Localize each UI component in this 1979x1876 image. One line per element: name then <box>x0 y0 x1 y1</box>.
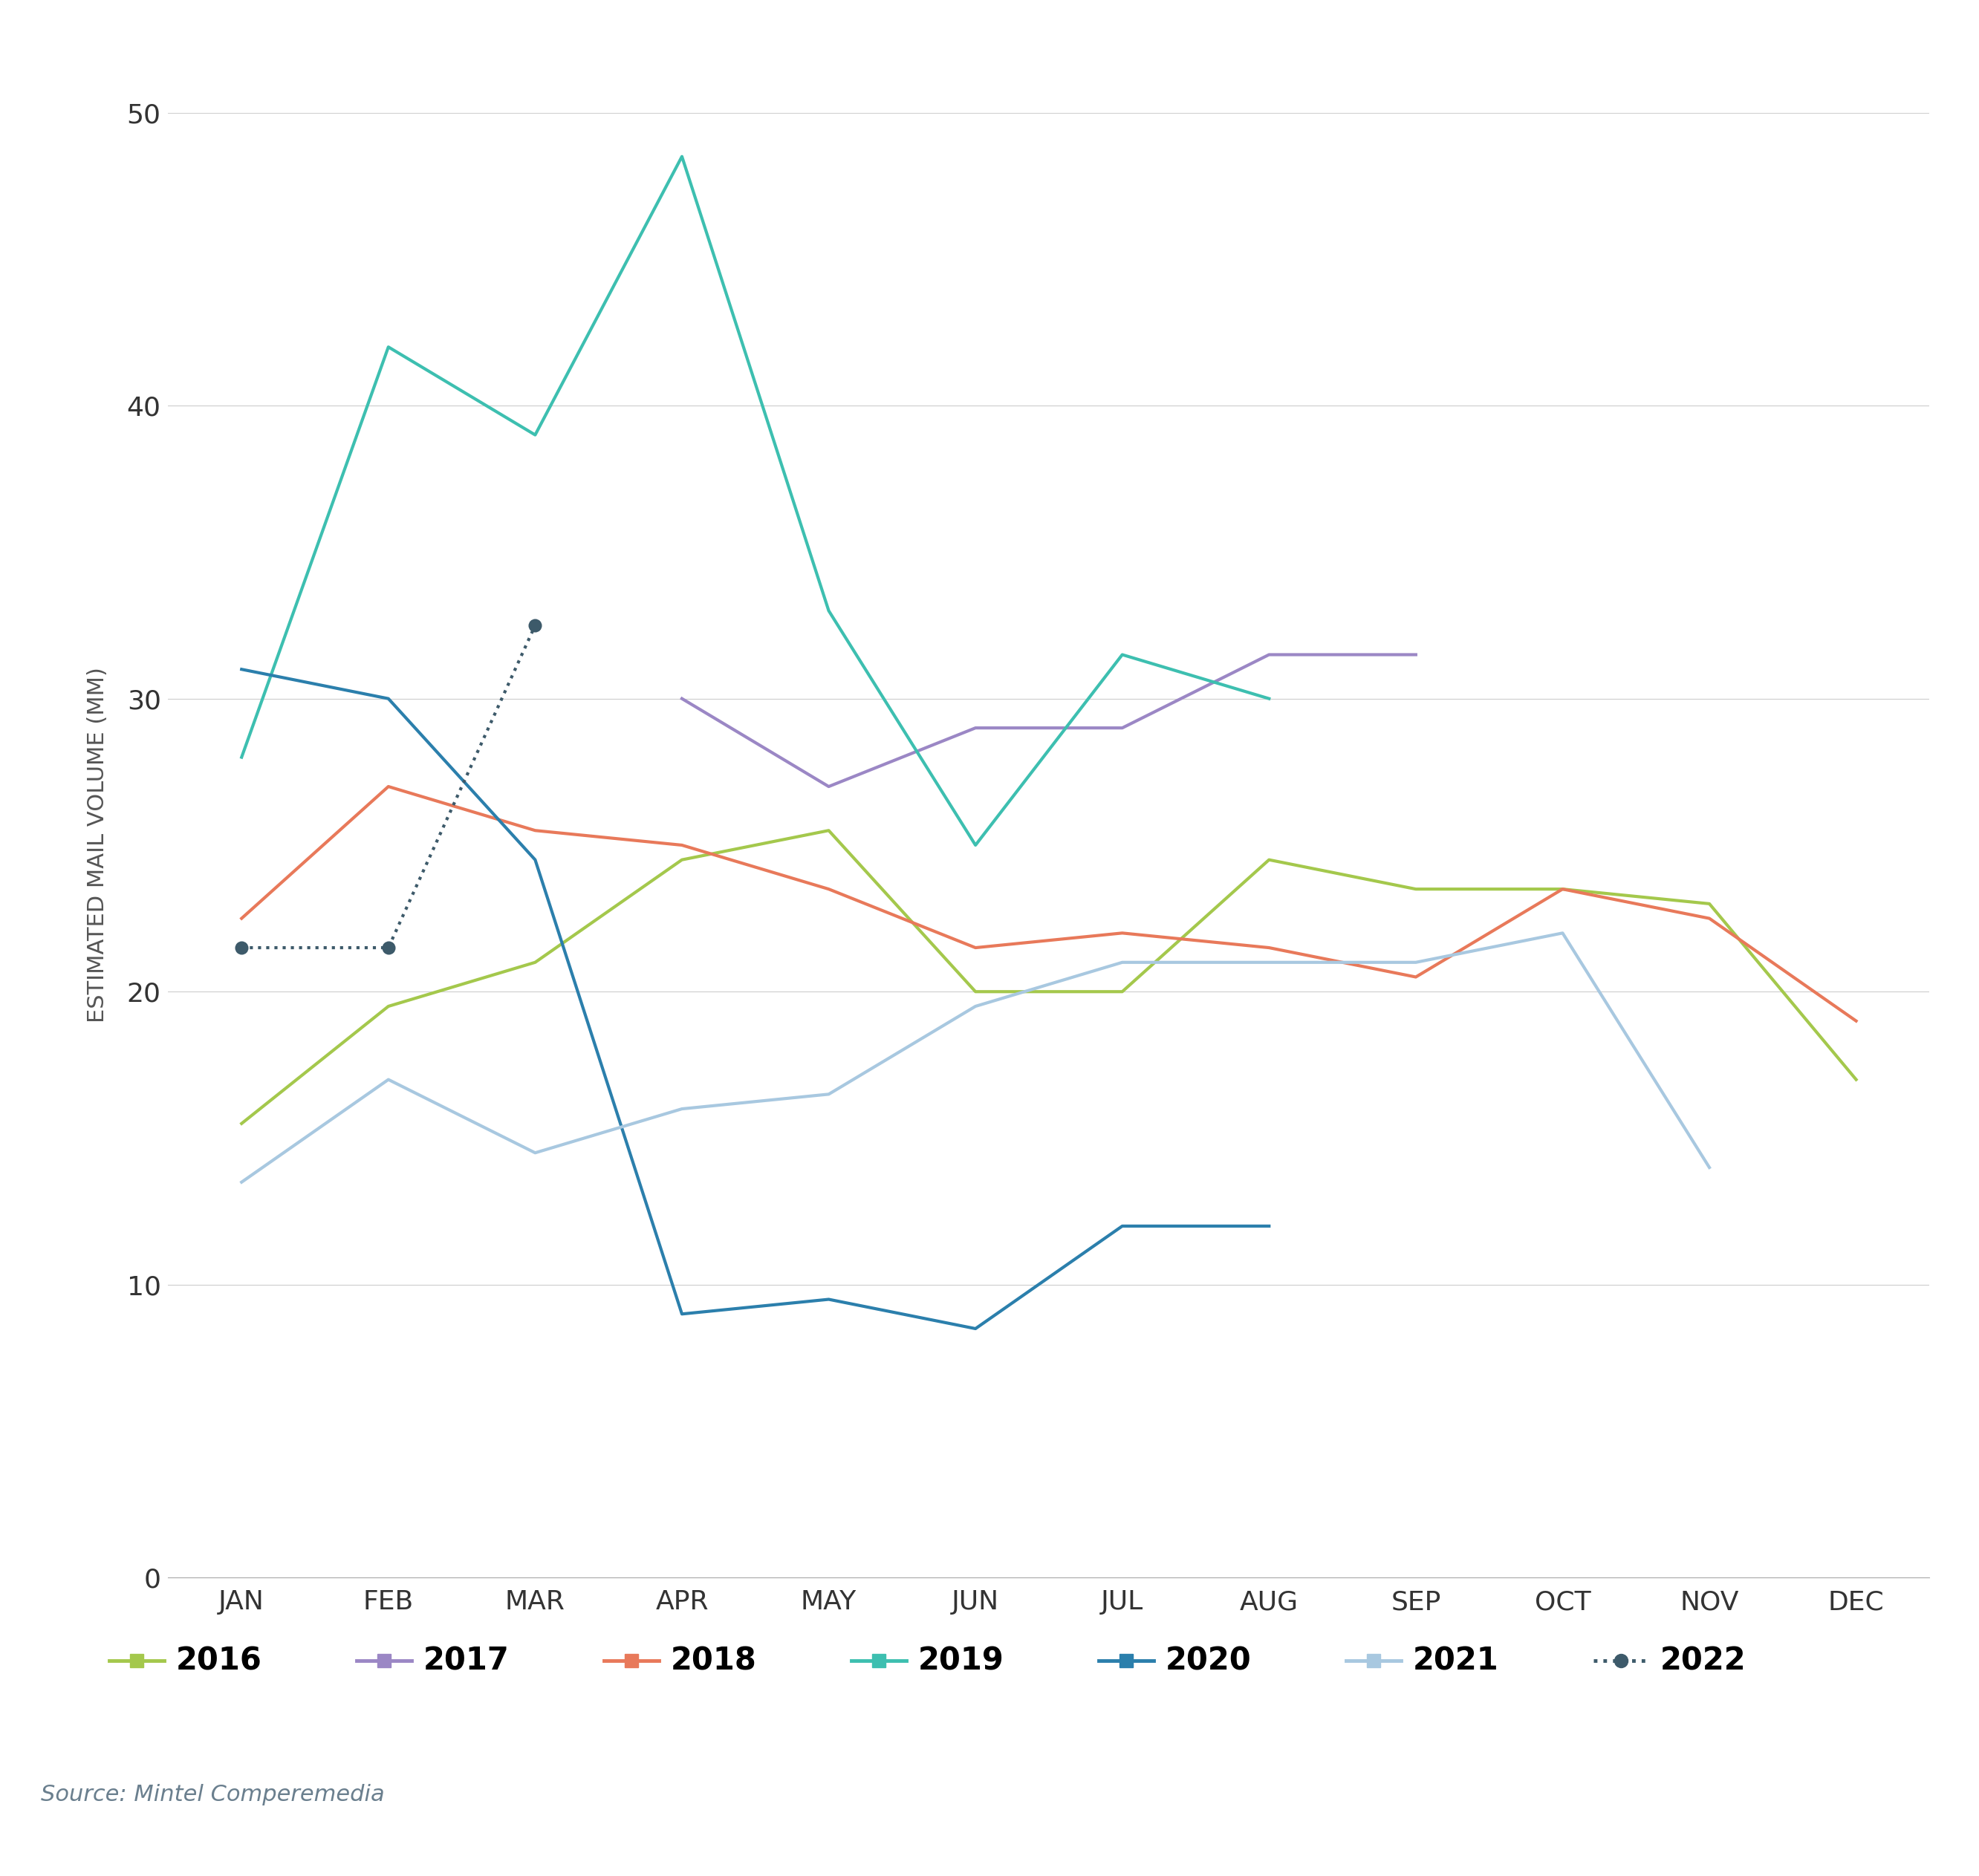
Text: 2022: 2022 <box>1660 1645 1745 1677</box>
Text: 2020: 2020 <box>1166 1645 1251 1677</box>
Y-axis label: ESTIMATED MAIL VOLUME (MM): ESTIMATED MAIL VOLUME (MM) <box>87 668 109 1022</box>
Text: 2017: 2017 <box>424 1645 509 1677</box>
Text: 2018: 2018 <box>671 1645 756 1677</box>
Text: 2021: 2021 <box>1413 1645 1498 1677</box>
Text: 2016: 2016 <box>176 1645 261 1677</box>
Text: HOME EQUITY – DIRECT MAIL VOLUME BY MONTH: HOME EQUITY – DIRECT MAIL VOLUME BY MONT… <box>44 34 1524 84</box>
Text: RESEARCH: RESEARCH <box>1882 1835 1967 1848</box>
Text: EPIC: EPIC <box>1894 1778 1955 1803</box>
Text: 2019: 2019 <box>918 1645 1003 1677</box>
Text: Source: Mintel Comperemedia: Source: Mintel Comperemedia <box>42 1784 384 1807</box>
